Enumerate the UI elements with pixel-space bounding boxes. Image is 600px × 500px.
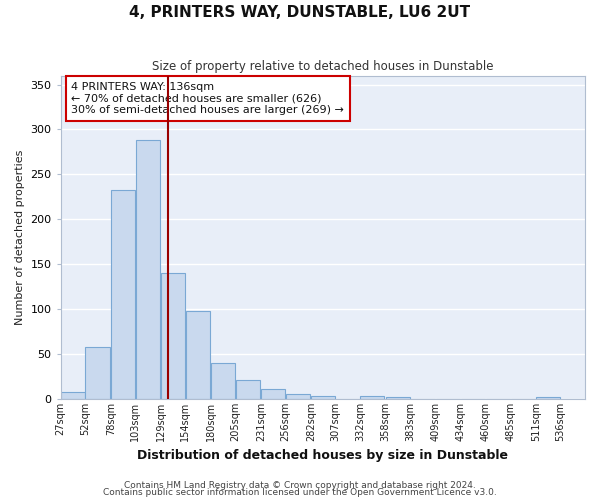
Bar xyxy=(311,396,335,399)
Text: Contains HM Land Registry data © Crown copyright and database right 2024.: Contains HM Land Registry data © Crown c… xyxy=(124,480,476,490)
Bar xyxy=(286,394,310,399)
Title: Size of property relative to detached houses in Dunstable: Size of property relative to detached ho… xyxy=(152,60,494,73)
Bar xyxy=(136,140,160,399)
Bar xyxy=(61,392,85,399)
X-axis label: Distribution of detached houses by size in Dunstable: Distribution of detached houses by size … xyxy=(137,450,508,462)
Bar xyxy=(536,397,560,399)
Bar xyxy=(211,363,235,399)
Bar xyxy=(261,389,285,399)
Y-axis label: Number of detached properties: Number of detached properties xyxy=(15,150,25,325)
Bar xyxy=(111,190,135,399)
Bar xyxy=(361,396,385,399)
Bar xyxy=(386,397,410,399)
Bar xyxy=(161,273,185,399)
Text: 4, PRINTERS WAY, DUNSTABLE, LU6 2UT: 4, PRINTERS WAY, DUNSTABLE, LU6 2UT xyxy=(130,5,470,20)
Text: 4 PRINTERS WAY: 136sqm
← 70% of detached houses are smaller (626)
30% of semi-de: 4 PRINTERS WAY: 136sqm ← 70% of detached… xyxy=(71,82,344,115)
Bar xyxy=(185,311,209,399)
Bar xyxy=(236,380,260,399)
Text: Contains public sector information licensed under the Open Government Licence v3: Contains public sector information licen… xyxy=(103,488,497,497)
Bar xyxy=(85,347,110,399)
